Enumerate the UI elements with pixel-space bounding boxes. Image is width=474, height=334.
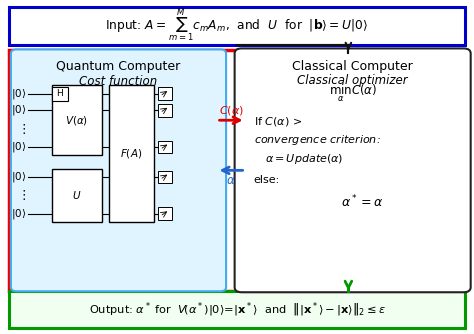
Text: Input: $A = \sum_{m=1}^{M} c_m A_m$,  and  $U$  for  $|\mathbf{b}\rangle = U|0\r: Input: $A = \sum_{m=1}^{M} c_m A_m$, and… — [105, 6, 369, 44]
Text: $convergence\ criterion$:: $convergence\ criterion$: — [254, 133, 381, 147]
FancyBboxPatch shape — [158, 104, 172, 117]
Text: Output: $\alpha^*$ for  $V\!\left(\alpha^*\right)|0\rangle\!=\!|\mathbf{x}^*\ran: Output: $\alpha^*$ for $V\!\left(\alpha^… — [89, 300, 385, 319]
Text: $\vdots$: $\vdots$ — [73, 122, 82, 136]
Text: $\alpha^* = \alpha$: $\alpha^* = \alpha$ — [341, 194, 383, 210]
Text: Quantum Computer: Quantum Computer — [56, 60, 181, 72]
FancyBboxPatch shape — [109, 85, 154, 222]
Text: $F(A)$: $F(A)$ — [120, 147, 143, 160]
FancyBboxPatch shape — [158, 141, 172, 153]
Text: $\vdots$: $\vdots$ — [17, 188, 26, 202]
FancyBboxPatch shape — [235, 48, 471, 292]
Text: $|0\rangle$: $|0\rangle$ — [11, 170, 26, 184]
FancyBboxPatch shape — [52, 85, 102, 155]
Text: If $C(\alpha)$ >: If $C(\alpha)$ > — [254, 116, 302, 128]
Text: $|0\rangle$: $|0\rangle$ — [11, 103, 26, 117]
FancyBboxPatch shape — [9, 50, 465, 291]
Text: $\min_{\alpha} C(\alpha)$: $\min_{\alpha} C(\alpha)$ — [328, 83, 377, 104]
FancyBboxPatch shape — [158, 171, 172, 183]
Text: $C(\alpha)$: $C(\alpha)$ — [219, 104, 244, 117]
Text: $|0\rangle$: $|0\rangle$ — [11, 87, 26, 101]
Text: Classical optimizer: Classical optimizer — [297, 74, 408, 87]
Text: $\vdots$: $\vdots$ — [73, 188, 82, 202]
FancyBboxPatch shape — [9, 291, 465, 328]
Text: $|0\rangle$: $|0\rangle$ — [11, 207, 26, 221]
FancyBboxPatch shape — [52, 169, 102, 222]
Text: $\alpha = Update(\alpha)$: $\alpha = Update(\alpha)$ — [265, 152, 344, 166]
Text: Cost function: Cost function — [79, 75, 158, 88]
FancyBboxPatch shape — [52, 87, 68, 101]
Text: $U$: $U$ — [73, 189, 82, 201]
FancyBboxPatch shape — [158, 87, 172, 100]
Text: $|0\rangle$: $|0\rangle$ — [11, 140, 26, 154]
Text: $\vdots$: $\vdots$ — [17, 122, 26, 136]
FancyBboxPatch shape — [9, 7, 465, 45]
Text: Classical Computer: Classical Computer — [292, 60, 413, 72]
Text: $\alpha$: $\alpha$ — [226, 174, 236, 187]
FancyBboxPatch shape — [158, 207, 172, 220]
Text: H: H — [56, 89, 64, 98]
FancyBboxPatch shape — [11, 49, 226, 291]
Text: $V(\alpha)$: $V(\alpha)$ — [65, 114, 89, 127]
Text: else:: else: — [254, 175, 280, 185]
